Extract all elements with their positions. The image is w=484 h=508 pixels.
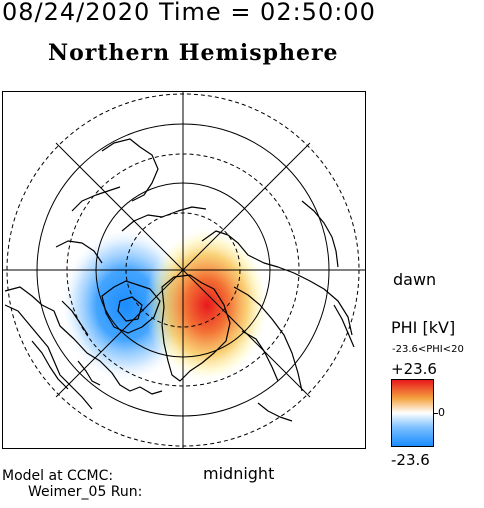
time-header: 08/24/2020 Time = 02:50:00 [2, 0, 376, 26]
coastlines [4, 138, 355, 422]
colorbar-title: PHI [kV] [391, 318, 456, 337]
dawn-label: dawn [393, 270, 437, 289]
colorbar-range: -23.6<PHI<20 [392, 344, 464, 355]
colorbar-min-label: -23.6 [391, 451, 430, 469]
positive-potential-cell [145, 227, 269, 383]
colorbar-zero-tick [434, 413, 438, 414]
run-label: Weimer_05 Run: [28, 484, 143, 500]
hemisphere-title: Northern Hemisphere [48, 40, 339, 66]
polar-map [2, 91, 366, 449]
colorbar-max-label: +23.6 [391, 360, 437, 378]
midnight-label: midnight [203, 464, 275, 483]
meridian-lines [2, 91, 366, 449]
colorbar-zero-label: 0 [438, 406, 445, 419]
model-label: Model at CCMC: [2, 468, 114, 484]
colorbar [391, 379, 434, 447]
